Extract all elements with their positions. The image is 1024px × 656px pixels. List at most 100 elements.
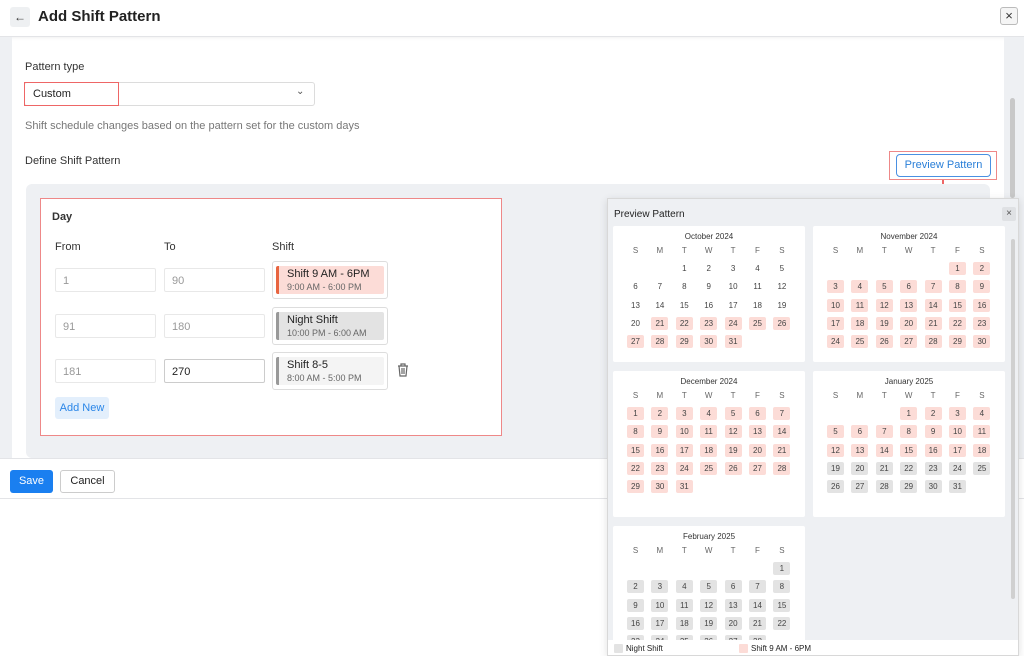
calendar-day: 10 bbox=[651, 598, 669, 612]
trash-icon[interactable] bbox=[396, 362, 410, 378]
scrollbar[interactable] bbox=[1010, 98, 1015, 198]
month-calendar: February 2025 S M T W T F S 1 2 3 4 5 6 7 8 9 10 11 12 13 14 1… bbox=[613, 526, 805, 655]
calendar-day: 10 bbox=[949, 425, 966, 439]
chevron-down-icon[interactable]: ⌄ bbox=[296, 86, 305, 97]
calendar-day: 22 bbox=[900, 461, 918, 475]
weekday-label: T bbox=[730, 391, 736, 400]
calendar-day: 12 bbox=[700, 598, 718, 612]
calendar-day: 26 bbox=[724, 461, 742, 475]
calendar-day: 9 bbox=[924, 425, 942, 439]
day-label: Day bbox=[52, 211, 73, 223]
calendar-day: 4 bbox=[973, 407, 991, 420]
calendar-day: 21 bbox=[924, 316, 942, 330]
calendar-day: 15 bbox=[900, 443, 918, 457]
calendar-day: 17 bbox=[949, 443, 966, 457]
calendar-day: 4 bbox=[675, 580, 693, 594]
to-input[interactable]: 90 bbox=[164, 268, 265, 292]
calendar-day: 3 bbox=[827, 280, 844, 294]
from-input[interactable]: 1 bbox=[55, 268, 156, 292]
calendar-day: 7 bbox=[749, 580, 766, 594]
calendar-day: 25 bbox=[700, 461, 718, 475]
calendar-day: 5 bbox=[827, 425, 844, 439]
close-icon[interactable]: × bbox=[1000, 7, 1018, 25]
calendar-day: 31 bbox=[949, 480, 966, 494]
weekday-label: T bbox=[930, 246, 936, 255]
calendar-day: 19 bbox=[875, 316, 893, 330]
page-title: Add Shift Pattern bbox=[38, 8, 161, 25]
calendar-day: 27 bbox=[749, 461, 766, 475]
calendar-day: 14 bbox=[924, 298, 942, 312]
calendar-day: 21 bbox=[749, 616, 766, 630]
add-new-button[interactable]: Add New bbox=[55, 397, 109, 419]
weekday-label: S bbox=[779, 246, 785, 255]
calendar-day: 2 bbox=[973, 262, 991, 275]
calendar-day: 17 bbox=[675, 443, 693, 457]
calendar-day: 26 bbox=[875, 335, 893, 349]
calendar-day: 4 bbox=[700, 407, 718, 420]
month-title: October 2024 bbox=[684, 232, 734, 241]
calendar-day: 6 bbox=[724, 580, 742, 594]
calendar-day: 13 bbox=[631, 300, 640, 310]
pattern-type-select[interactable] bbox=[24, 82, 315, 106]
popup-title: Preview Pattern bbox=[614, 209, 685, 220]
legend: Night Shift Shift 9 AM - 6PM bbox=[608, 640, 1018, 655]
calendar-day: 3 bbox=[949, 407, 966, 420]
weekday-label: S bbox=[979, 391, 985, 400]
month-title: February 2025 bbox=[682, 532, 736, 541]
weekday-label: M bbox=[856, 391, 864, 400]
calendar-day: 11 bbox=[700, 425, 718, 439]
calendar-day: 12 bbox=[827, 443, 844, 457]
calendar-day: 29 bbox=[900, 480, 918, 494]
calendar-day: 8 bbox=[773, 580, 791, 594]
calendar-day: 16 bbox=[627, 616, 644, 630]
calendar-day: 31 bbox=[675, 480, 693, 494]
cancel-button[interactable]: Cancel bbox=[60, 470, 115, 493]
calendar-day: 22 bbox=[675, 316, 693, 330]
from-input[interactable]: 181 bbox=[55, 359, 156, 383]
legend-swatch-day bbox=[739, 644, 748, 653]
calendar-day: 20 bbox=[851, 461, 869, 475]
to-input[interactable]: 270 bbox=[164, 359, 265, 383]
weekday-label: T bbox=[681, 391, 687, 400]
shift-card[interactable]: Shift 8-5 8:00 AM - 5:00 PM bbox=[272, 352, 388, 390]
shift-column-header: Shift bbox=[272, 241, 295, 253]
calendar-day: 19 bbox=[827, 461, 844, 475]
save-button[interactable]: Save bbox=[10, 470, 53, 493]
calendar-day: 3 bbox=[651, 580, 669, 594]
calendar-day: 8 bbox=[949, 280, 966, 294]
calendar-day: 10 bbox=[728, 282, 738, 292]
calendar-day: 11 bbox=[973, 425, 991, 439]
calendar-day: 27 bbox=[627, 335, 644, 349]
calendar-day: 22 bbox=[773, 616, 791, 630]
calendar-day: 19 bbox=[700, 616, 718, 630]
back-arrow-icon[interactable]: ← bbox=[10, 7, 30, 27]
calendar-day: 23 bbox=[651, 461, 669, 475]
from-input[interactable]: 91 bbox=[55, 314, 156, 338]
weekday-label: F bbox=[955, 391, 960, 400]
calendar-day: 5 bbox=[700, 580, 718, 594]
shift-time: 9:00 AM - 6:00 PM bbox=[287, 282, 362, 292]
calendar-day: 12 bbox=[875, 298, 893, 312]
shift-name: Night Shift bbox=[287, 314, 338, 326]
calendar-day: 8 bbox=[627, 425, 644, 439]
close-icon[interactable]: × bbox=[1002, 207, 1016, 221]
calendar-day: 21 bbox=[773, 443, 791, 457]
popup-scrollbar[interactable] bbox=[1011, 239, 1015, 599]
calendar-day: 1 bbox=[627, 407, 644, 420]
weekday-label: S bbox=[979, 246, 985, 255]
pattern-hint: Shift schedule changes based on the patt… bbox=[25, 120, 360, 132]
calendar-day: 1 bbox=[949, 262, 966, 275]
define-shift-pattern-label: Define Shift Pattern bbox=[25, 155, 121, 167]
calendar-day: 29 bbox=[949, 335, 966, 349]
weekday-label: S bbox=[632, 391, 639, 400]
calendar-day: 7 bbox=[875, 425, 893, 439]
calendar-day: 16 bbox=[924, 443, 942, 457]
shift-card[interactable]: Shift 9 AM - 6PM 9:00 AM - 6:00 PM bbox=[272, 261, 388, 299]
shift-card[interactable]: Night Shift 10:00 PM - 6:00 AM bbox=[272, 307, 388, 345]
preview-pattern-button[interactable]: Preview Pattern bbox=[896, 154, 991, 177]
calendar-day: 8 bbox=[682, 282, 687, 292]
calendar-day: 7 bbox=[773, 407, 791, 420]
weekday-label: M bbox=[656, 391, 664, 400]
calendar-day: 25 bbox=[749, 316, 766, 330]
to-input[interactable]: 180 bbox=[164, 314, 265, 338]
